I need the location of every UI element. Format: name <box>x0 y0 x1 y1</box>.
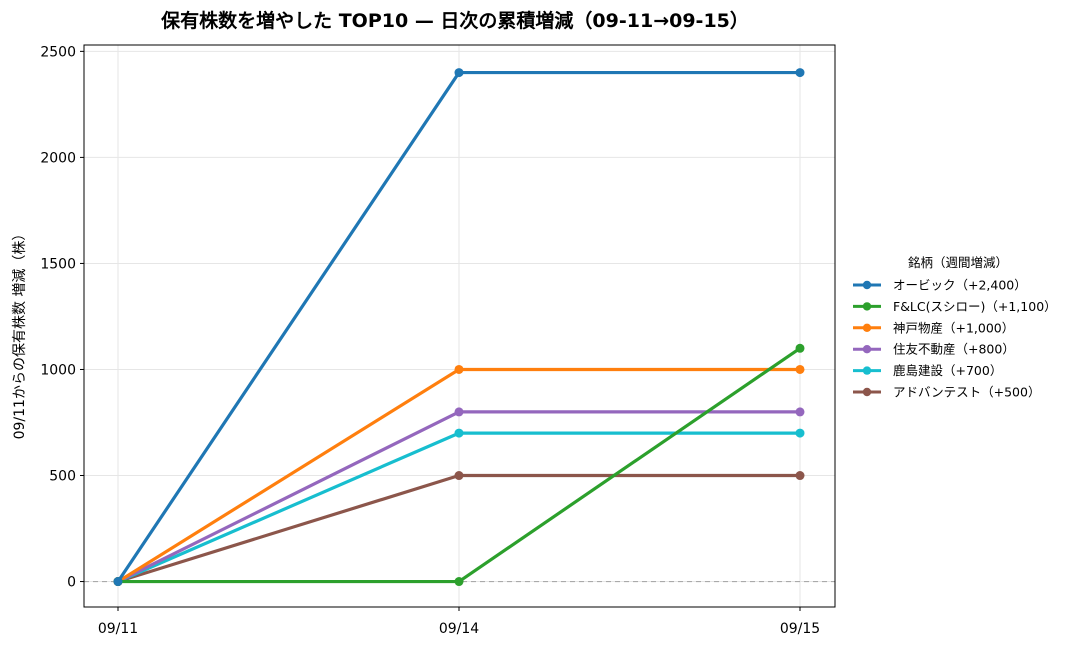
legend-label: 鹿島建設（+700） <box>893 363 1002 378</box>
x-tick-label: 09/11 <box>98 621 138 637</box>
chart-title: 保有株数を増やした TOP10 — 日次の累積増減（09-11→09-15） <box>160 9 749 32</box>
series-point <box>795 364 805 374</box>
legend-label: オービック（+2,400） <box>893 278 1027 293</box>
legend-label: 神戸物産（+1,000） <box>893 320 1014 335</box>
legend-title: 銘柄（週間増減） <box>908 255 1008 270</box>
series-point <box>795 407 805 417</box>
series-layer <box>113 68 805 587</box>
series-point <box>113 577 123 587</box>
legend-swatch-marker <box>862 323 872 332</box>
legend-swatch-marker <box>862 366 872 375</box>
legend-label: 住友不動産（+800） <box>893 342 1015 357</box>
series-point <box>795 471 805 481</box>
legend-swatch-marker <box>862 302 872 311</box>
legend-label: アドバンテスト（+500） <box>893 385 1040 400</box>
series-point <box>454 577 464 587</box>
y-tick-label: 0 <box>67 575 76 591</box>
legend: 銘柄（週間増減） オービック（+2,400） F&LC(スシロー)（+1,100）… <box>853 255 1057 400</box>
series-point <box>795 343 805 353</box>
series-point <box>795 428 805 438</box>
legend-label: F&LC(スシロー)（+1,100） <box>893 299 1057 314</box>
axes: 0 500 1000 1500 2000 2500 09/11 09/14 09/15 <box>40 44 820 637</box>
legend-swatch-marker <box>862 280 872 290</box>
legend-swatch-marker <box>862 387 872 397</box>
grid <box>84 45 835 607</box>
y-tick-label: 1500 <box>40 256 76 272</box>
y-tick-label: 2000 <box>40 150 76 166</box>
series-point <box>454 364 464 374</box>
legend-swatch-marker <box>862 345 872 354</box>
x-tick-label: 09/15 <box>780 621 820 637</box>
series-point <box>454 68 464 78</box>
y-axis-label: 09/11からの保有株数 増減（株） <box>11 227 28 440</box>
y-tick-label: 1000 <box>40 362 76 378</box>
series-point <box>454 471 464 481</box>
y-tick-label: 2500 <box>40 44 76 60</box>
series-point <box>454 428 464 438</box>
x-tick-label: 09/14 <box>439 621 479 637</box>
series-point <box>454 407 464 417</box>
series-point <box>795 68 805 78</box>
y-tick-label: 500 <box>49 469 76 485</box>
